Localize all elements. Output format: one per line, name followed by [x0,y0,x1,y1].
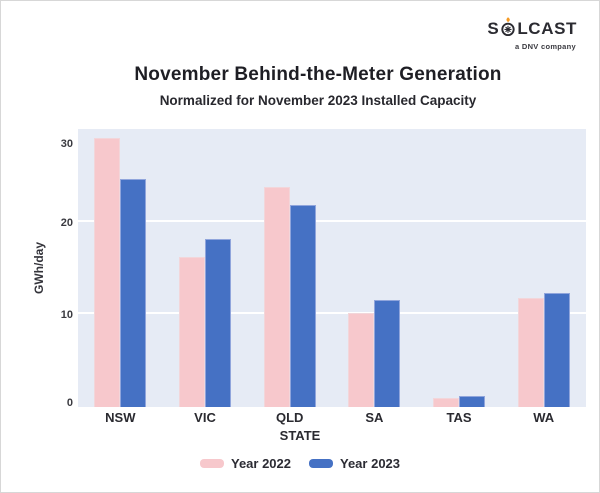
bar-group-vic [163,129,248,407]
legend-swatch-year-2023 [309,459,333,468]
solcast-sun-icon [500,17,516,42]
solcast-logo: S LCAST a DNV company [487,16,577,51]
x-tick-qld: QLD [275,410,304,425]
y-tick-0: 0 [66,397,73,409]
logo-letters-lcast: LCAST [517,18,577,38]
gridline-20 [78,219,586,222]
x-axis-title: STATE [279,428,321,443]
chart-subtitle: Normalized for November 2023 Installed C… [159,93,477,108]
legend-label-year-2022: Year 2022 [230,456,291,471]
gridline-30 [78,127,586,129]
x-tick-wa: WA [533,410,555,425]
bar-vic-year-2022 [179,256,205,407]
bar-group-sa [332,129,417,407]
y-tick-30: 30 [60,138,73,150]
gridline-10 [78,312,586,315]
bar-group-nsw [78,129,163,407]
plot-area [78,127,586,407]
x-tick-tas: TAS [446,410,472,425]
legend-item-year-2022: Year 2022 [199,456,291,471]
legend: Year 2022 Year 2023 [1,456,599,471]
bar-sa-year-2022 [348,313,375,407]
bar-sa-year-2023 [374,300,401,407]
bar-wa-year-2023 [543,293,570,407]
bar-nsw-year-2023 [120,179,147,407]
legend-item-year-2023: Year 2023 [309,456,400,471]
legend-swatch-year-2022 [199,459,224,468]
solcast-wordmark: S LCAST [487,16,577,41]
x-tick-vic: VIC [194,410,216,425]
bar-tas-year-2022 [433,397,460,407]
logo-tagline: a DNV company [515,42,576,51]
bar-qld-year-2023 [289,205,316,407]
bars-layer [78,129,586,407]
bar-vic-year-2023 [205,239,231,407]
legend-label-year-2023: Year 2023 [340,456,401,471]
bar-tas-year-2023 [459,395,486,407]
bar-nsw-year-2022 [94,138,121,407]
logo-letter-s: S [487,18,500,38]
bar-group-wa [501,129,586,407]
x-axis-ticks: NSW VIC QLD SA TAS WA [78,407,586,425]
y-tick-20: 20 [60,216,73,229]
x-tick-nsw: NSW [105,410,136,425]
bar-group-qld [247,129,332,407]
chart-title: November Behind-the-Meter Generation [134,64,502,85]
x-tick-sa: SA [365,410,384,425]
y-axis-ticks: 0 10 20 30 [1,129,73,409]
title-block: November Behind-the-Meter Generation Nor… [37,64,599,108]
bar-wa-year-2022 [517,297,544,407]
bar-qld-year-2022 [263,187,290,407]
bar-group-tas [417,129,502,407]
y-tick-10: 10 [60,309,73,322]
flame-icon [506,17,511,23]
